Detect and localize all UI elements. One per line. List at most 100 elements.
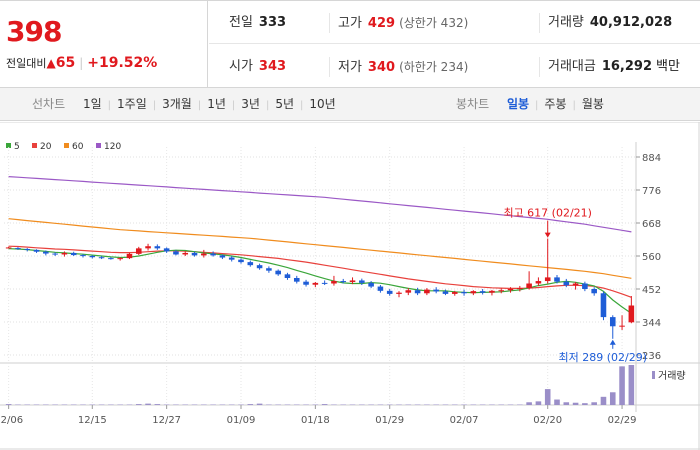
prev-close-label: 전일 [229,15,253,30]
stats-table: 전일 333 고가 429 (상한가 432) 거래량 40,912,028 시가 343… [209,1,700,88]
line-tab-0[interactable]: 1일 [82,97,102,111]
price-summary: 398 전일대비▲65 | +19.52% 전일 333 고가 429 (상한가 432)… [0,0,700,88]
candle-tab-1[interactable]: 주봉 [544,97,567,111]
candle-body [293,278,300,282]
candle-body [173,251,179,255]
candle-body [461,292,467,294]
prev-close-cell: 전일 333 [229,1,286,44]
candle-body [43,251,49,254]
tab-divider: | [265,100,270,111]
prev-close-value: 333 [258,15,287,30]
candle-body [80,255,86,257]
tab-divider: | [300,100,304,111]
candle-body [554,277,560,282]
candle-body [470,291,477,294]
open-label: 시가 [229,59,253,74]
high-value: 429 [367,16,396,31]
candle-body [582,283,588,289]
x-tick-label: 12/06 [0,415,23,426]
candle-body [405,290,412,293]
amount-label: 거래대금 [548,59,596,74]
line-chart-tabs: 선차트 1일 | 1주일 | 3개월 | 1년 | 3년 | 5년 | 10년 [32,88,342,121]
low-label: 저가 [338,60,362,75]
candle-body [535,281,542,284]
candle-body [219,255,226,258]
candle-body [163,248,170,252]
candle-body [424,289,430,294]
x-tick-label: 02/07 [450,415,479,426]
volume-label: 거래량 [548,15,584,30]
volume-value: 40,912,028 [589,15,673,30]
volume-bar [591,402,597,405]
ma20-line [8,245,632,298]
low-value: 340 [367,60,396,75]
candle-tab-2[interactable]: 월봉 [581,97,604,111]
candle-body [359,280,365,283]
open-value: 343 [258,59,287,74]
amount-unit: 백만 [656,59,680,74]
candle-body [507,289,514,291]
candle-body [89,256,96,258]
candle-body [24,248,31,250]
change-value: 65 [55,55,76,71]
change-row: 전일대비▲65 | +19.52% [6,55,157,71]
candle-body [479,291,486,293]
volume-legend-label: 거래량 [658,370,686,382]
volume-bar [256,403,263,405]
line-tab-4[interactable]: 3년 [241,97,260,111]
low-cell: 저가 340 (하한가 234) [329,57,468,77]
candle-body [182,252,189,255]
up-arrow-icon: ▲ [46,56,56,70]
ma120-line [8,176,632,233]
line-tab-2[interactable]: 3개월 [162,97,192,111]
current-price: 398 [6,15,62,48]
candle-body [284,274,291,278]
candle-body [628,305,635,323]
low-marker-arrow [609,339,616,345]
candle-body [126,253,133,259]
candle-chart-label: 봉차트 [456,97,490,111]
x-tick-label: 01/09 [227,415,256,426]
legend-swatch-3 [96,143,101,148]
volume-bar [609,392,616,405]
high-marker-arrow [544,232,551,238]
volume-bar [600,396,607,405]
y-tick-label: 344 [642,318,661,329]
candle-body [619,325,625,327]
line-chart-label: 선차트 [32,97,66,111]
volume-bar [628,365,635,405]
candle-body [526,283,532,289]
volume-bar [582,403,588,405]
candle-body [135,248,142,254]
line-tab-6[interactable]: 10년 [309,97,336,111]
candle-body [266,268,272,271]
candle-tab-0[interactable]: 일봉 [506,97,530,111]
candle-body [201,253,207,256]
legend-label-3: 120 [104,142,121,152]
candle-body [312,282,319,285]
candle-body [600,293,607,318]
line-tab-5[interactable]: 5년 [275,97,295,111]
candle-chart-tabs: 봉차트 일봉 | 주봉 | 월봉 [456,88,610,121]
volume-bar [526,402,532,405]
candle-body [15,248,21,250]
candle-body [52,253,58,255]
line-tab-1[interactable]: 1주일 [117,97,147,111]
candle-body [5,247,12,249]
tab-divider: | [152,100,157,111]
legend-swatch-0 [6,143,11,148]
tab-divider: | [231,100,236,111]
high-cell: 고가 429 (상한가 432) [329,13,468,33]
candle-body [70,252,77,256]
candle-body [433,289,439,292]
legend-label-0: 5 [14,142,20,152]
candle-body [145,246,151,249]
chart-tabs-bar: 선차트 1일 | 1주일 | 3개월 | 1년 | 3년 | 5년 | 10년 봉차트 일봉 | 주봉 | 월봉 [0,88,700,121]
candle-body [377,286,384,291]
candle-body [489,290,495,293]
amount-cell: 거래대금 16,292 백만 [539,57,680,77]
y-tick-label: 236 [642,351,661,362]
line-tab-3[interactable]: 1년 [207,97,226,111]
candle-body [228,257,235,260]
candle-body [275,270,281,275]
